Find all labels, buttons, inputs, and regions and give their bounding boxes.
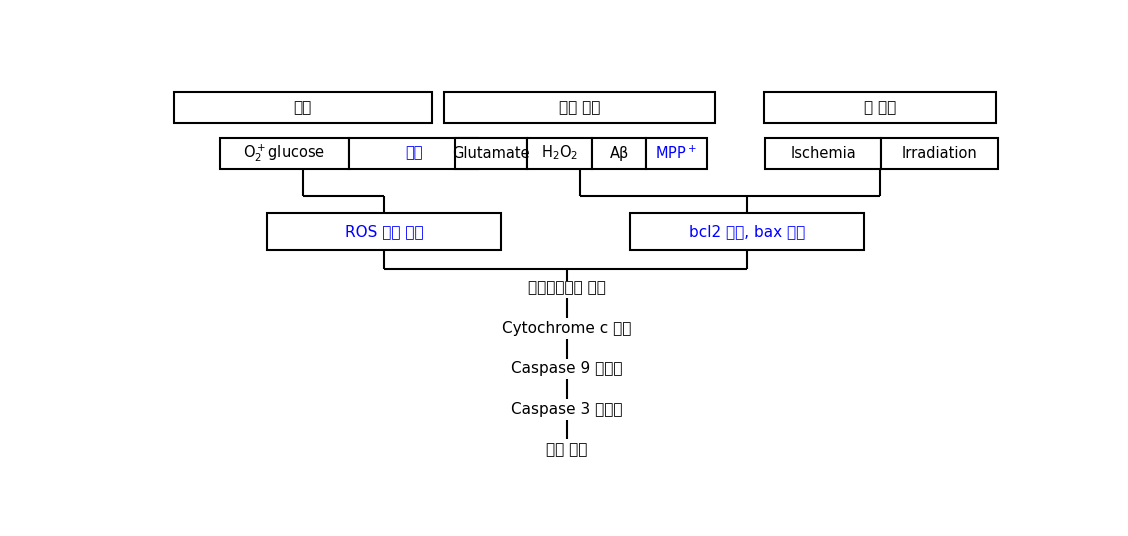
- Text: 박탈: 박탈: [293, 100, 311, 115]
- Text: Cytochrome c 유리: Cytochrome c 유리: [502, 321, 632, 336]
- Text: Glutamate: Glutamate: [452, 146, 529, 161]
- Text: 세포 사망: 세포 사망: [546, 442, 588, 457]
- FancyBboxPatch shape: [455, 138, 527, 168]
- FancyBboxPatch shape: [764, 92, 996, 123]
- Text: 미토콘드리아 손상: 미토콘드리아 손상: [528, 280, 606, 295]
- Text: 외부 독소: 외부 독소: [559, 100, 600, 115]
- FancyBboxPatch shape: [220, 138, 349, 168]
- FancyBboxPatch shape: [174, 92, 432, 123]
- Text: Irradiation: Irradiation: [901, 146, 978, 161]
- FancyBboxPatch shape: [629, 213, 864, 250]
- Text: Ischemia: Ischemia: [791, 146, 856, 161]
- FancyBboxPatch shape: [444, 92, 715, 123]
- Text: H$_2$O$_2$: H$_2$O$_2$: [540, 144, 578, 162]
- Text: O$_2^+$glucose: O$_2^+$glucose: [244, 142, 326, 164]
- Text: Caspase 9 활성화: Caspase 9 활성화: [511, 361, 623, 376]
- FancyBboxPatch shape: [267, 213, 501, 250]
- FancyBboxPatch shape: [527, 138, 592, 168]
- Text: Caspase 3 활성화: Caspase 3 활성화: [511, 402, 623, 417]
- Text: MPP$^+$: MPP$^+$: [655, 144, 697, 162]
- FancyBboxPatch shape: [646, 138, 706, 168]
- FancyBboxPatch shape: [881, 138, 997, 168]
- Text: Aβ: Aβ: [609, 146, 628, 161]
- Text: 뇌 손상: 뇌 손상: [864, 100, 896, 115]
- Text: bcl2 감소, bax 증가: bcl2 감소, bax 증가: [689, 224, 805, 239]
- FancyBboxPatch shape: [349, 138, 478, 168]
- Text: 협청: 협청: [405, 146, 423, 161]
- Text: ROS 생성 증가: ROS 생성 증가: [345, 224, 423, 239]
- FancyBboxPatch shape: [592, 138, 646, 168]
- FancyBboxPatch shape: [765, 138, 881, 168]
